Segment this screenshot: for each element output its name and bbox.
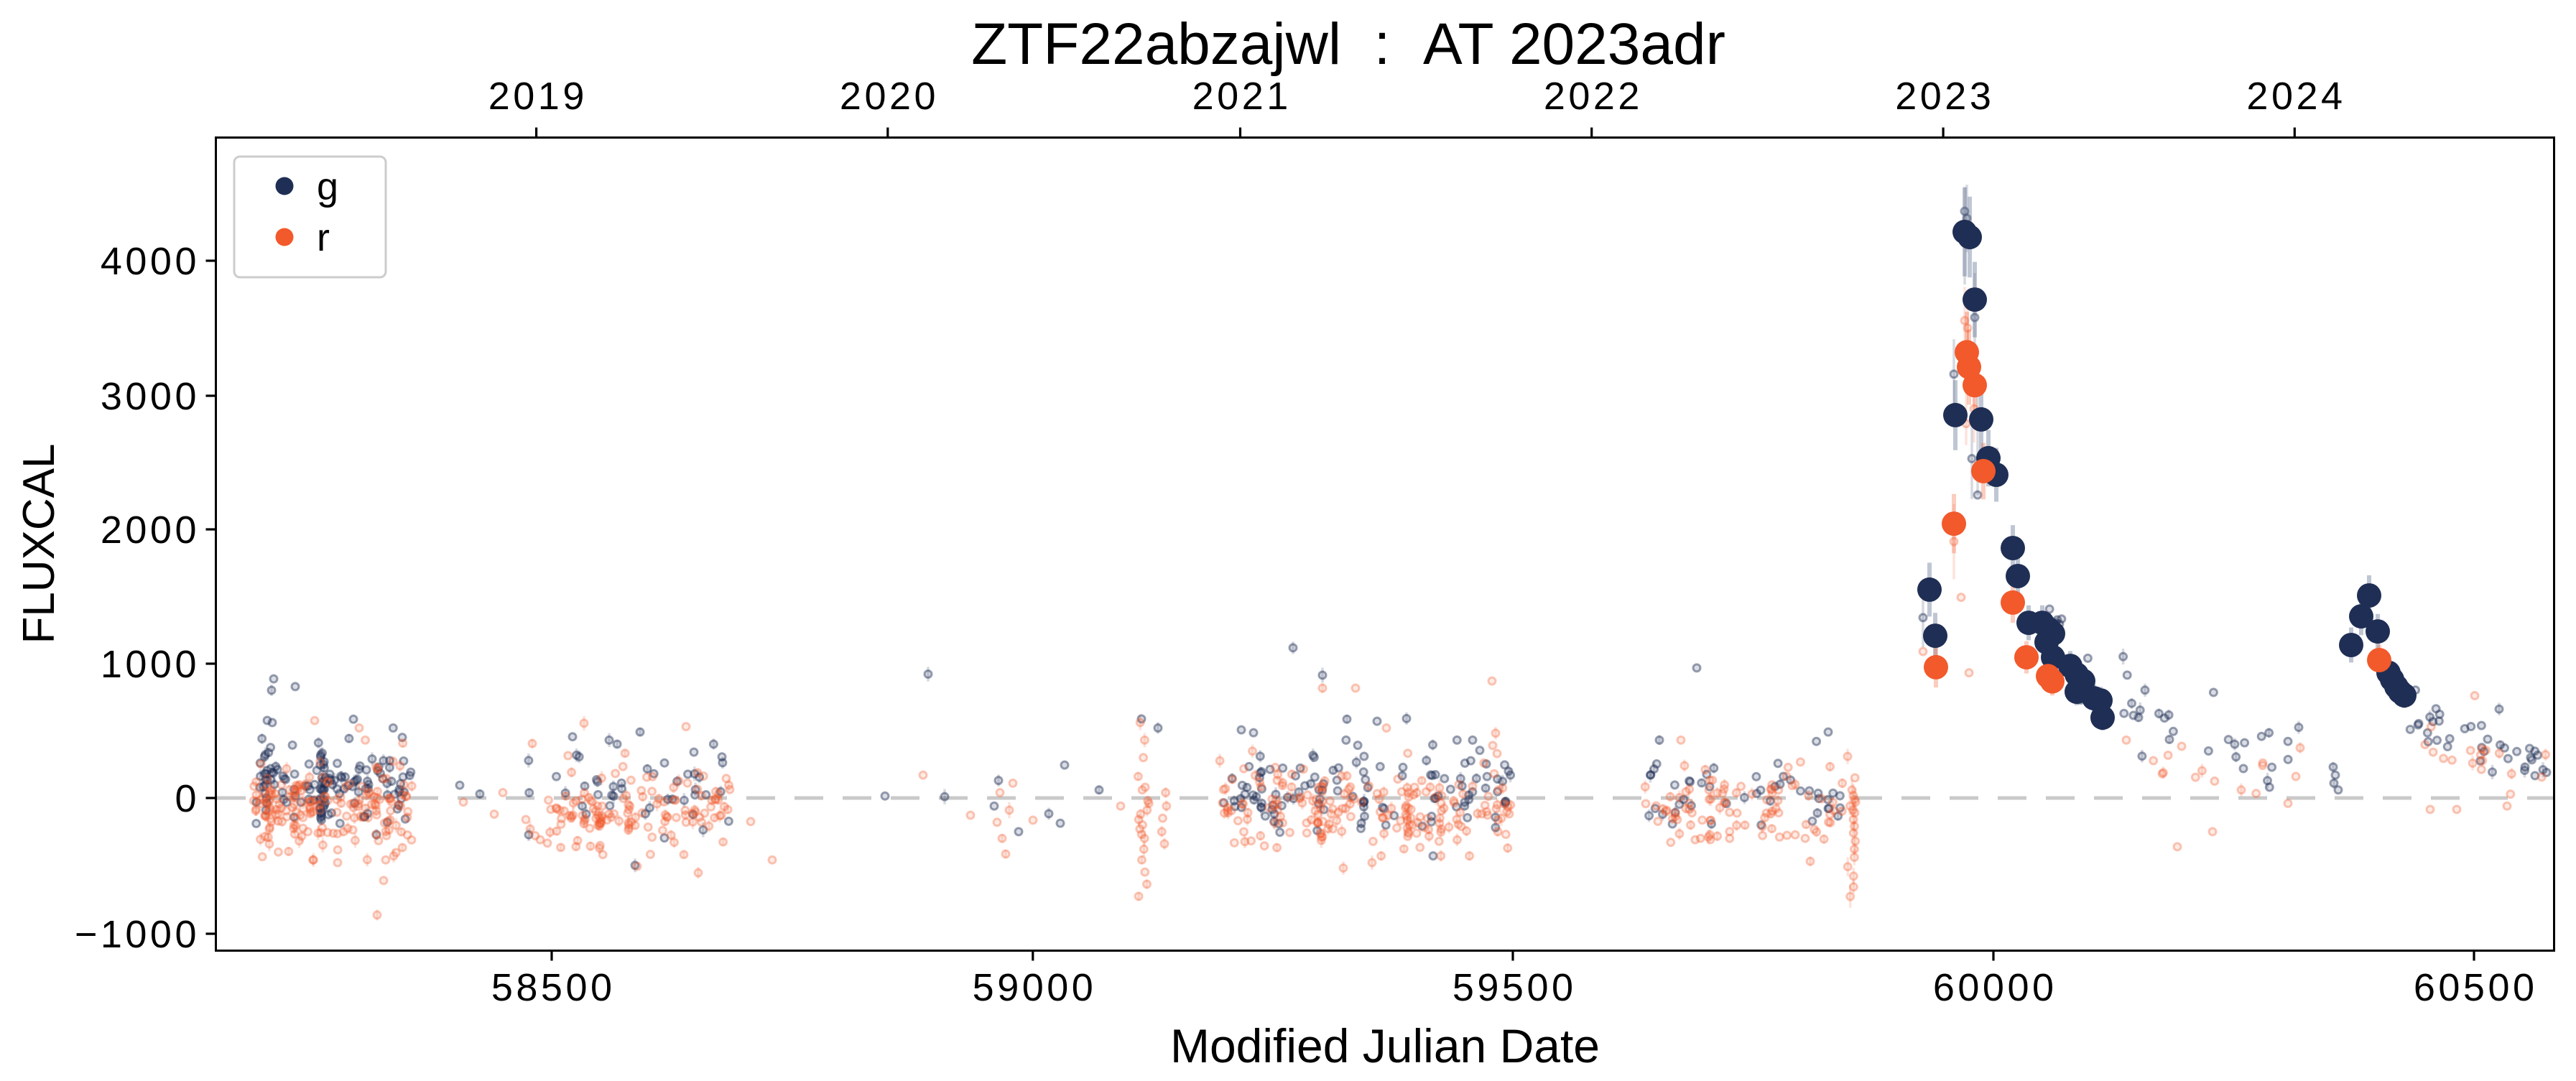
svg-text:2021: 2021 — [1192, 75, 1292, 118]
svg-text:59000: 59000 — [973, 966, 1097, 1009]
svg-text:0: 0 — [175, 777, 200, 820]
svg-text:59500: 59500 — [1453, 966, 1577, 1009]
svg-text:58500: 58500 — [491, 966, 616, 1009]
svg-text:2019: 2019 — [488, 75, 588, 118]
svg-text:Modified Julian Date: Modified Julian Date — [1170, 1019, 1600, 1072]
svg-text:1000: 1000 — [101, 643, 200, 686]
svg-text:4000: 4000 — [101, 240, 200, 283]
svg-text:60000: 60000 — [1933, 966, 2057, 1009]
svg-text:r: r — [317, 216, 330, 259]
svg-text:2022: 2022 — [1544, 75, 1643, 118]
svg-text:−1000: −1000 — [75, 913, 200, 956]
svg-text:2023: 2023 — [1895, 75, 1994, 118]
svg-text:3000: 3000 — [101, 375, 200, 418]
svg-text:2000: 2000 — [101, 509, 200, 552]
svg-text:2020: 2020 — [840, 75, 939, 118]
svg-text:ZTF22abzajwl : AT 2023adr: ZTF22abzajwl : AT 2023adr — [971, 11, 1725, 77]
svg-text:g: g — [317, 165, 338, 208]
svg-text:2024: 2024 — [2246, 75, 2345, 118]
svg-text:60500: 60500 — [2414, 966, 2538, 1009]
svg-text:FLUXCAL: FLUXCAL — [14, 443, 64, 644]
